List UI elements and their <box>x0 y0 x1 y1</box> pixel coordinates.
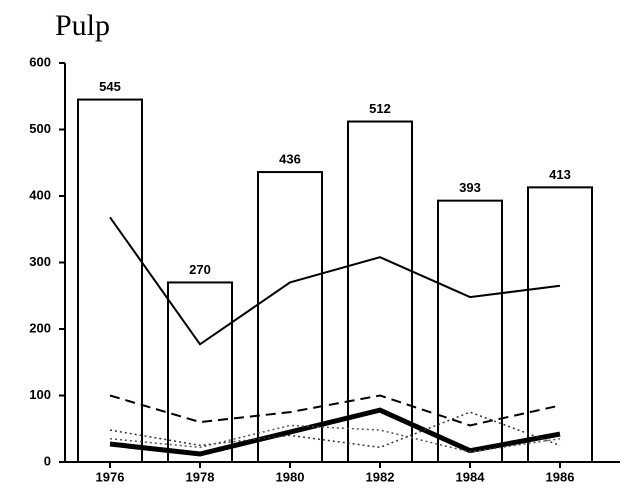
line-series <box>109 407 561 457</box>
y-tick-label: 500 <box>29 121 51 136</box>
bar <box>257 171 323 463</box>
y-tick-label: 300 <box>29 254 51 269</box>
value-label: 270 <box>189 262 211 277</box>
y-tick-label: 400 <box>29 187 51 202</box>
value-label: 545 <box>99 79 121 94</box>
line-series <box>109 411 561 449</box>
value-label: 413 <box>549 167 571 182</box>
bar <box>437 199 503 463</box>
value-label: 436 <box>279 151 301 166</box>
line-series <box>109 424 561 453</box>
x-tick-label: 1978 <box>186 469 215 484</box>
x-tick-label: 1980 <box>276 469 305 484</box>
chart-title: Pulp <box>55 9 110 42</box>
y-tick-label: 200 <box>29 320 51 335</box>
line-series <box>109 394 561 427</box>
y-tick-label: 100 <box>29 387 51 402</box>
value-label: 512 <box>369 101 391 116</box>
y-tick-label: 0 <box>44 453 51 468</box>
x-tick-label: 1986 <box>546 469 575 484</box>
line-series <box>109 216 561 346</box>
bar <box>347 120 413 464</box>
bar <box>167 281 233 464</box>
x-tick-label: 1982 <box>366 469 395 484</box>
bar <box>77 98 143 463</box>
x-tick-label: 1976 <box>96 469 125 484</box>
value-label: 393 <box>459 180 481 195</box>
y-tick-label: 600 <box>29 54 51 69</box>
bar <box>527 186 593 463</box>
x-tick-label: 1984 <box>456 469 486 484</box>
